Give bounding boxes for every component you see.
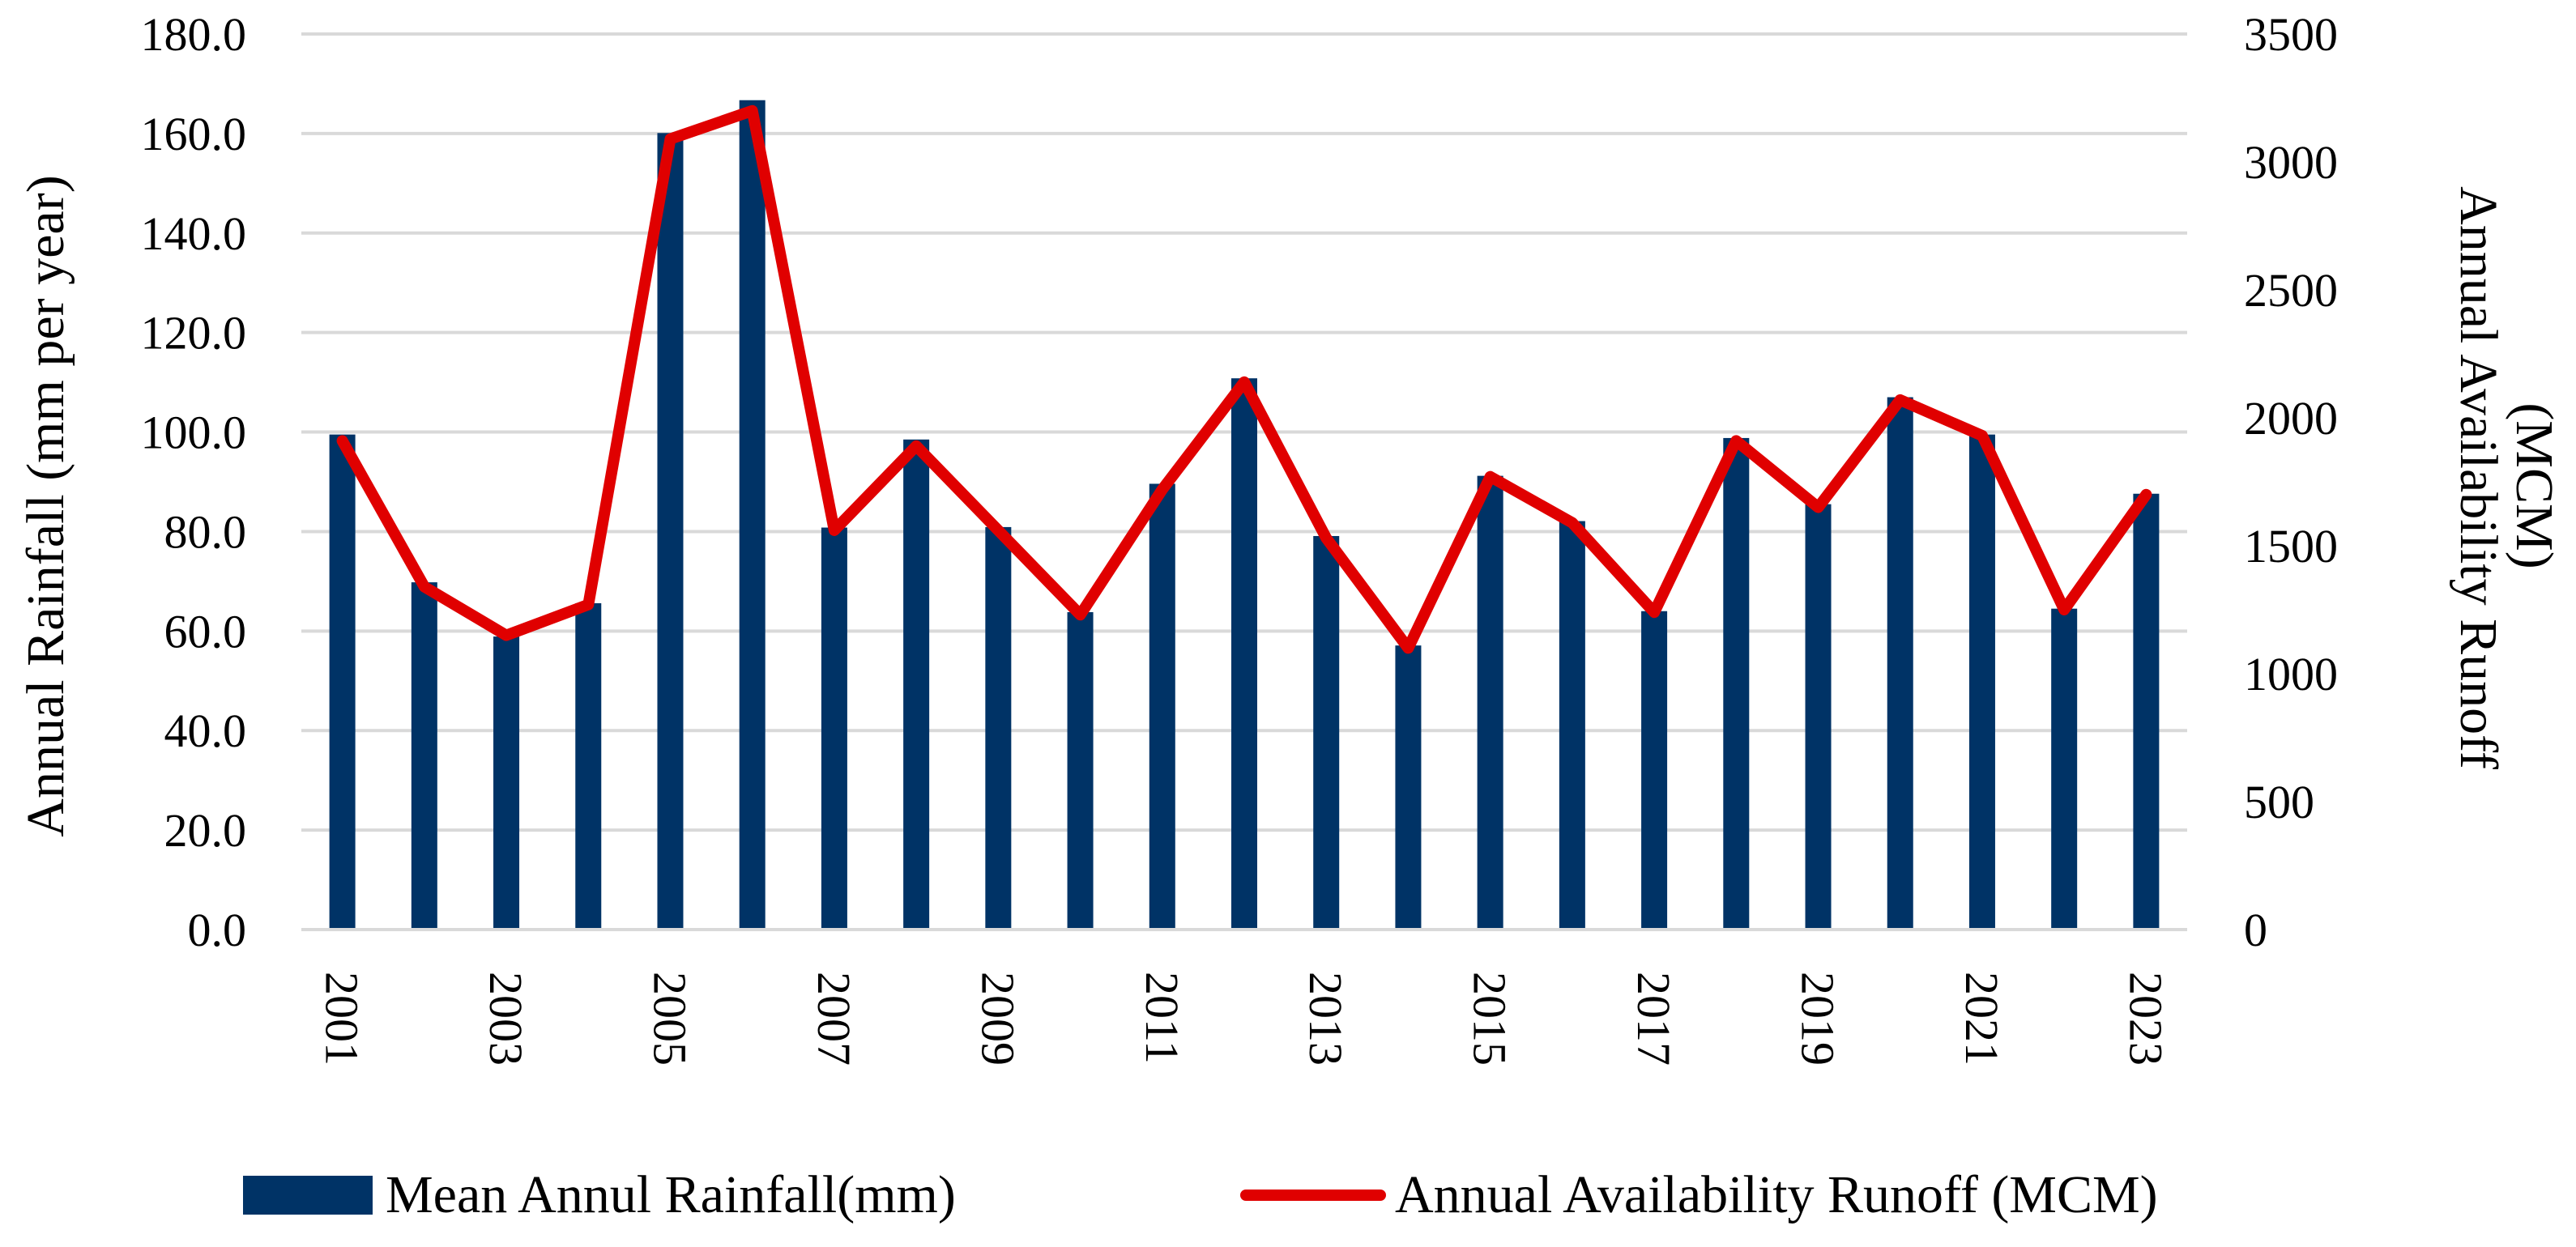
bar-2016 [1559,521,1585,930]
bar-2004 [575,602,602,930]
legend-line-label: Annual Availability Runoff (MCM) [1395,1165,2158,1224]
left-tick-label: 60.0 [164,605,247,658]
x-tick-label: 2001 [316,972,369,1066]
left-axis-ticks: 0.0 20.0 40.0 60.0 80.0 100.0 120.0 140.0 160.0 1… [141,8,247,956]
right-tick-label: 1500 [2244,520,2338,572]
x-tick-label: 2015 [1464,972,1516,1066]
left-tick-label: 40.0 [164,704,247,757]
legend-bar-swatch [243,1176,373,1215]
left-tick-label: 0.0 [188,904,247,956]
left-axis-title: Annual Rainfall (mm per year) [16,175,75,836]
right-axis-title-line2: (MCM) [2505,402,2564,568]
left-tick-label: 160.0 [141,108,247,160]
left-tick-label: 80.0 [164,505,247,558]
legend: Mean Annul Rainfall(mm) Annual Availabil… [243,1165,2158,1224]
right-tick-label: 2000 [2244,392,2338,445]
x-tick-label: 2021 [1955,972,2008,1066]
bar-2007 [821,527,847,930]
bar-2010 [1067,611,1094,930]
right-tick-label: 500 [2244,776,2314,828]
bar-2011 [1149,483,1175,930]
bar-2017 [1641,611,1668,930]
right-tick-label: 3000 [2244,136,2338,189]
left-tick-label: 20.0 [164,804,247,857]
right-tick-label: 1000 [2244,648,2338,700]
bar-2015 [1477,475,1503,930]
x-tick-label: 2017 [1627,972,1680,1066]
left-tick-label: 100.0 [141,406,247,459]
right-axis-ticks: 0 500 1000 1500 2000 2500 3000 3500 [2244,8,2338,956]
rainfall-bars [329,100,2160,930]
x-tick-label: 2023 [2119,972,2172,1066]
left-tick-label: 140.0 [141,207,247,260]
right-tick-label: 2500 [2244,264,2338,317]
bar-2023 [2133,493,2160,930]
bar-2020 [1887,397,1913,930]
x-tick-label: 2003 [480,972,532,1066]
bar-2006 [739,100,766,930]
x-tick-label: 2007 [808,972,860,1066]
bar-2018 [1723,437,1750,930]
bar-2005 [657,133,684,930]
right-axis-title-line1: Annual Availability Runoff [2449,186,2508,769]
bar-2003 [493,636,520,930]
bar-2012 [1231,378,1257,930]
x-tick-label: 2005 [644,972,697,1066]
runoff-series-line [336,104,2152,654]
x-axis-ticks: 2001 2003 2005 2007 2009 2011 2013 2015 2017 2019… [316,972,2173,1066]
bar-2002 [411,582,437,930]
x-tick-label: 2019 [1792,972,1845,1066]
right-tick-label: 3500 [2244,8,2338,61]
x-tick-label: 2009 [971,972,1024,1066]
bar-2001 [329,434,356,930]
bar-2019 [1805,504,1832,930]
bar-2021 [1968,434,1995,930]
left-tick-label: 120.0 [141,307,247,360]
legend-bar-label: Mean Annul Rainfall(mm) [386,1165,956,1224]
x-tick-label: 2011 [1136,972,1188,1064]
bar-2009 [985,526,1012,930]
bar-2013 [1313,535,1340,930]
x-tick-label: 2013 [1299,972,1352,1066]
bar-2014 [1395,645,1422,930]
left-tick-label: 180.0 [141,8,247,61]
bar-2022 [2051,608,2078,930]
bar-2008 [903,439,930,930]
right-tick-label: 0 [2244,904,2267,956]
